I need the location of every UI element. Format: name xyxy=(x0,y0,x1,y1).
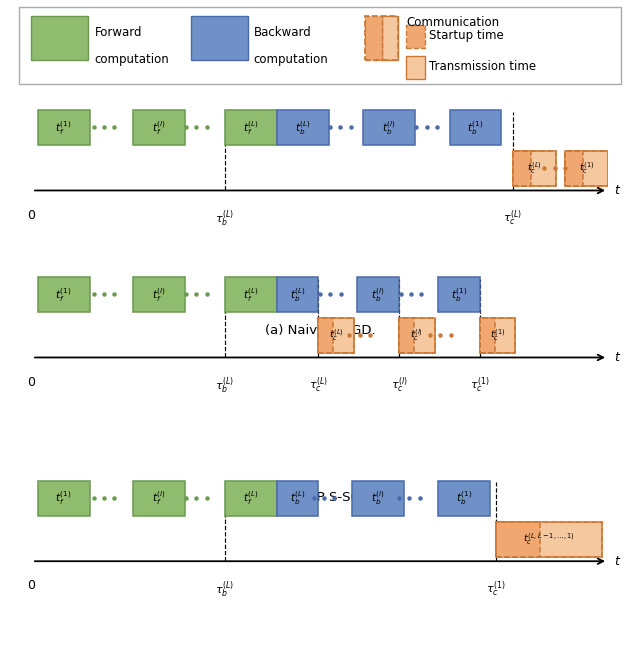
Bar xyxy=(38,110,90,146)
Bar xyxy=(406,25,425,48)
Text: $t_f^{(1)}$: $t_f^{(1)}$ xyxy=(56,490,72,508)
Bar xyxy=(38,277,90,313)
Bar xyxy=(565,151,608,186)
Text: $t_c^{(1)}$: $t_c^{(1)}$ xyxy=(490,328,505,343)
Bar xyxy=(225,277,277,313)
Text: $t_f^{(1)}$: $t_f^{(1)}$ xyxy=(56,119,72,137)
Text: $\tau_b^{(L)}$: $\tau_b^{(L)}$ xyxy=(216,579,234,600)
Text: $t_b^{(1)}$: $t_b^{(1)}$ xyxy=(456,490,472,508)
Text: $t_b^{(L)}$: $t_b^{(L)}$ xyxy=(289,490,305,508)
Text: $0$: $0$ xyxy=(28,375,36,389)
Text: $t_f^{(L)}$: $t_f^{(L)}$ xyxy=(243,286,259,304)
Bar xyxy=(479,318,515,353)
Bar xyxy=(399,318,435,353)
Text: Forward: Forward xyxy=(95,26,142,39)
Text: $t$: $t$ xyxy=(614,351,621,364)
Text: $\tau_c^{(1)}$: $\tau_c^{(1)}$ xyxy=(486,579,506,599)
Text: $t_f^{(l)}$: $t_f^{(l)}$ xyxy=(152,490,166,508)
Text: $t_b^{(L)}$: $t_b^{(L)}$ xyxy=(289,286,305,304)
Bar xyxy=(357,277,399,313)
Bar xyxy=(276,110,329,146)
Text: $t_c^{(1)}$: $t_c^{(1)}$ xyxy=(579,161,594,176)
Bar xyxy=(479,318,515,353)
Bar xyxy=(318,318,354,353)
Bar xyxy=(399,318,414,353)
Bar xyxy=(438,277,479,313)
Bar xyxy=(318,318,333,353)
Bar xyxy=(565,151,583,186)
Bar xyxy=(352,481,404,516)
Bar xyxy=(133,110,185,146)
Bar xyxy=(381,16,398,60)
Bar xyxy=(438,481,490,516)
Bar xyxy=(496,522,602,557)
Text: $t_f^{(l)}$: $t_f^{(l)}$ xyxy=(152,286,166,304)
Text: $t_b^{(1)}$: $t_b^{(1)}$ xyxy=(451,286,467,304)
Bar xyxy=(318,318,354,353)
Text: $t_b^{(L)}$: $t_b^{(L)}$ xyxy=(295,119,310,137)
Text: computation: computation xyxy=(254,53,328,65)
Text: $0$: $0$ xyxy=(28,579,36,593)
Bar xyxy=(364,110,415,146)
Bar xyxy=(449,110,502,146)
Bar xyxy=(31,16,88,60)
Text: $t_f^{(1)}$: $t_f^{(1)}$ xyxy=(56,286,72,304)
Text: $\tau_b^{(L)}$: $\tau_b^{(L)}$ xyxy=(216,375,234,396)
Bar xyxy=(276,277,318,313)
Text: $\tau_c^{(L)}$: $\tau_c^{(L)}$ xyxy=(309,375,328,395)
Bar xyxy=(496,522,540,557)
Text: $\tau_b^{(L)}$: $\tau_b^{(L)}$ xyxy=(216,208,234,229)
Bar xyxy=(513,151,556,186)
Text: $t$: $t$ xyxy=(614,184,621,197)
Bar xyxy=(479,318,495,353)
Bar xyxy=(365,16,398,60)
Bar xyxy=(513,151,556,186)
Text: (b) WFBP S-SGD.: (b) WFBP S-SGD. xyxy=(264,491,376,504)
Text: $\tau_c^{(1)}$: $\tau_c^{(1)}$ xyxy=(470,375,490,395)
Bar xyxy=(496,522,602,557)
Text: $t_c^{(L)}$: $t_c^{(L)}$ xyxy=(329,328,344,343)
Text: $0$: $0$ xyxy=(28,208,36,222)
Text: (a) Naive S-SGD.: (a) Naive S-SGD. xyxy=(265,324,375,337)
Text: $t$: $t$ xyxy=(614,554,621,568)
Text: $t_c^{(L)}$: $t_c^{(L)}$ xyxy=(527,161,542,176)
Bar xyxy=(38,481,90,516)
Text: $t_c^{(L,L-1,\ldots,1)}$: $t_c^{(L,L-1,\ldots,1)}$ xyxy=(523,532,575,547)
Text: $t_f^{(L)}$: $t_f^{(L)}$ xyxy=(243,490,259,508)
Bar xyxy=(133,277,185,313)
Text: $\tau_c^{(l)}$: $\tau_c^{(l)}$ xyxy=(390,375,407,395)
Text: $t_b^{(l)}$: $t_b^{(l)}$ xyxy=(371,490,385,508)
Text: $t_f^{(l)}$: $t_f^{(l)}$ xyxy=(152,119,166,137)
Bar xyxy=(276,481,318,516)
Text: Transmission time: Transmission time xyxy=(429,60,536,73)
Bar xyxy=(513,151,531,186)
Text: $t_b^{(l)}$: $t_b^{(l)}$ xyxy=(371,286,385,304)
Bar xyxy=(406,56,425,79)
Text: $\tau_c^{(L)}$: $\tau_c^{(L)}$ xyxy=(504,208,522,228)
Text: $t_b^{(1)}$: $t_b^{(1)}$ xyxy=(467,119,484,137)
Bar xyxy=(365,16,381,60)
Text: Communication: Communication xyxy=(406,16,499,29)
Text: $t_b^{(l)}$: $t_b^{(l)}$ xyxy=(382,119,396,137)
Bar xyxy=(191,16,248,60)
Text: Backward: Backward xyxy=(254,26,312,39)
Bar xyxy=(399,318,435,353)
Text: computation: computation xyxy=(95,53,169,65)
Text: $t_f^{(L)}$: $t_f^{(L)}$ xyxy=(243,119,259,137)
Text: $t_c^{(l)}$: $t_c^{(l)}$ xyxy=(410,328,423,343)
Bar xyxy=(225,481,277,516)
Bar xyxy=(133,481,185,516)
Bar xyxy=(565,151,608,186)
Bar xyxy=(225,110,277,146)
Text: Startup time: Startup time xyxy=(429,29,504,41)
